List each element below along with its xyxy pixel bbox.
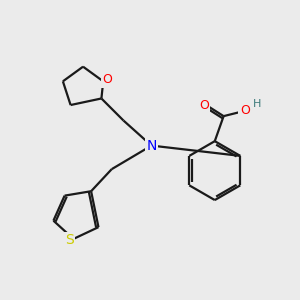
Text: O: O (103, 73, 112, 86)
Text: O: O (240, 104, 250, 117)
Text: N: N (146, 139, 157, 153)
Text: S: S (65, 233, 74, 248)
Text: H: H (253, 99, 262, 110)
Text: O: O (199, 99, 209, 112)
